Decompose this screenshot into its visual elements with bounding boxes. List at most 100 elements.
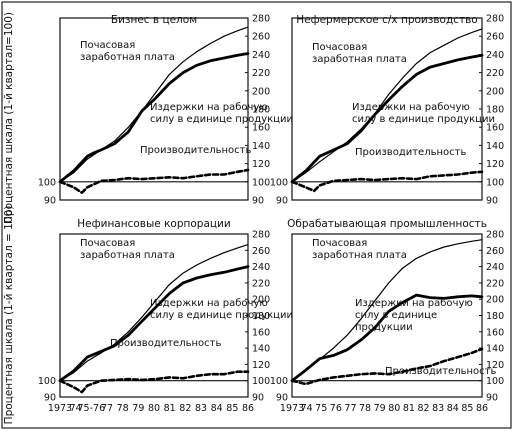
- x-tick-label: 85: [461, 403, 473, 414]
- x-tick-label: 80: [388, 403, 400, 414]
- x-tick-label: 79: [374, 403, 386, 414]
- y-tick-label: 100: [252, 177, 270, 188]
- y-tick-label: 280: [486, 14, 504, 25]
- annotation-wage: заработная плата: [80, 250, 175, 261]
- y-tick-label: 260: [252, 32, 270, 43]
- y-tick-label: 100: [486, 376, 504, 387]
- y-tick-label: 240: [252, 262, 270, 273]
- annotation-cost: продукции: [355, 322, 413, 333]
- y-tick-label: 120: [486, 360, 504, 371]
- y-tick-label: 140: [486, 141, 504, 152]
- y-tick-label: 160: [486, 123, 504, 134]
- annotation-cost: силу в единице продукции: [352, 114, 495, 125]
- y-tick-label: 180: [486, 105, 504, 116]
- annotation-prod: Производительность: [355, 147, 466, 158]
- annotation-wage: Почасовая: [80, 238, 135, 249]
- y-axis-label-bottom: Процентная шкала (1-й квартал = 100): [3, 206, 15, 425]
- annotation-cost: силу в единице продукции: [150, 114, 293, 125]
- y-tick-label: 240: [486, 50, 504, 61]
- x-tick-label: 82: [179, 403, 191, 414]
- y-tick-label: 140: [252, 141, 270, 152]
- x-tick-label: 83: [195, 403, 207, 414]
- y-tick-label: 220: [252, 68, 270, 79]
- y-tick-label: 120: [252, 360, 270, 371]
- y-tick-label: 180: [486, 311, 504, 322]
- y-tick-label-left: 100: [270, 177, 288, 188]
- annotation-wage: заработная плата: [312, 250, 407, 261]
- chart-title: Нефинансовые корпорации: [77, 218, 230, 230]
- x-tick-label: 84: [211, 403, 223, 414]
- y-tick-label: 140: [486, 344, 504, 355]
- x-tick-label: 82: [417, 403, 429, 414]
- x-tick-label: 80: [148, 403, 160, 414]
- y-tick-label: 100: [486, 177, 504, 188]
- annotation-wage: Почасовая: [312, 42, 367, 53]
- x-tick-label: 1973: [280, 403, 304, 414]
- chart-title: Обрабатывающая промышленность: [287, 218, 487, 230]
- y-tick-label-left: 100: [38, 177, 56, 188]
- y-tick-label: 160: [252, 123, 270, 134]
- x-tick-label: 74: [301, 403, 313, 414]
- y-tick-label: 280: [486, 230, 504, 241]
- y-axis-label-top: Процентная шкала (1-й квартал=100): [3, 12, 15, 224]
- y-tick-label: 260: [486, 246, 504, 257]
- y-tick-label: 260: [252, 246, 270, 257]
- x-tick-label: 75: [315, 403, 327, 414]
- y-tick-label: 240: [252, 50, 270, 61]
- y-tick-label: 90: [252, 196, 264, 207]
- annotation-cost: Издержки на рабочую: [355, 298, 473, 309]
- y-tick-label: 100: [252, 376, 270, 387]
- chart-panels: 9010012014016018020022024026028090100Биз…: [38, 14, 504, 415]
- y-tick-label: 260: [486, 32, 504, 43]
- series-line-unit-labor-cost: [58, 52, 250, 184]
- y-tick-label: 160: [252, 327, 270, 338]
- x-tick-label: 1973: [48, 403, 72, 414]
- y-tick-label: 140: [252, 344, 270, 355]
- x-tick-label: 77: [344, 403, 356, 414]
- annotation-prod: Производительность: [385, 366, 496, 377]
- series-line-productivity: [290, 170, 484, 193]
- annotation-wage: Почасовая: [312, 238, 367, 249]
- chart-title: Нефермерское с/х производство: [296, 14, 477, 26]
- series-line-unit-labor-cost: [290, 293, 484, 383]
- y-tick-label: 180: [252, 105, 270, 116]
- series-line-hourly-wage: [59, 26, 249, 183]
- series-line-unit-labor-cost: [290, 53, 484, 184]
- series-line-hourly-wage: [59, 244, 249, 382]
- y-tick-label-left: 90: [276, 196, 288, 207]
- annotation-cost: силу в единице: [355, 310, 437, 321]
- y-tick-label: 180: [252, 311, 270, 322]
- annotation-wage: заработная плата: [80, 52, 175, 63]
- y-tick-label: 200: [252, 295, 270, 306]
- x-tick-label: 86: [476, 403, 488, 414]
- series-line-hourly-wage: [291, 28, 483, 183]
- y-tick-label: 240: [486, 262, 504, 273]
- x-tick-label: 81: [403, 403, 415, 414]
- annotation-prod: Производительность: [110, 338, 221, 349]
- y-tick-label: 200: [252, 86, 270, 97]
- y-tick-label: 120: [252, 159, 270, 170]
- x-tick-label: 85: [226, 403, 238, 414]
- series-line-unit-labor-cost: [58, 265, 250, 383]
- y-tick-label-left: 100: [38, 376, 56, 387]
- x-tick-label: 78: [117, 403, 129, 414]
- series-line-productivity: [290, 347, 484, 386]
- x-tick-label: 81: [164, 403, 176, 414]
- x-tick-label: 78: [359, 403, 371, 414]
- x-tick-label: 86: [242, 403, 254, 414]
- series-line-productivity: [58, 370, 250, 394]
- y-tick-label: 280: [252, 230, 270, 241]
- y-tick-label: 220: [486, 68, 504, 79]
- x-tick-label: 84: [447, 403, 459, 414]
- x-tick-label: 76: [330, 403, 342, 414]
- y-tick-label: 220: [486, 278, 504, 289]
- annotation-prod: Производительность: [140, 145, 251, 156]
- y-tick-label: 90: [252, 393, 264, 404]
- annotation-cost: Издержки на рабочую: [150, 102, 268, 113]
- y-tick-label-left: 90: [44, 393, 56, 404]
- y-tick-label: 160: [486, 327, 504, 338]
- annotation-cost: Издержки на рабочую: [150, 298, 268, 309]
- annotation-wage: Почасовая: [80, 40, 135, 51]
- y-tick-label-left: 90: [276, 393, 288, 404]
